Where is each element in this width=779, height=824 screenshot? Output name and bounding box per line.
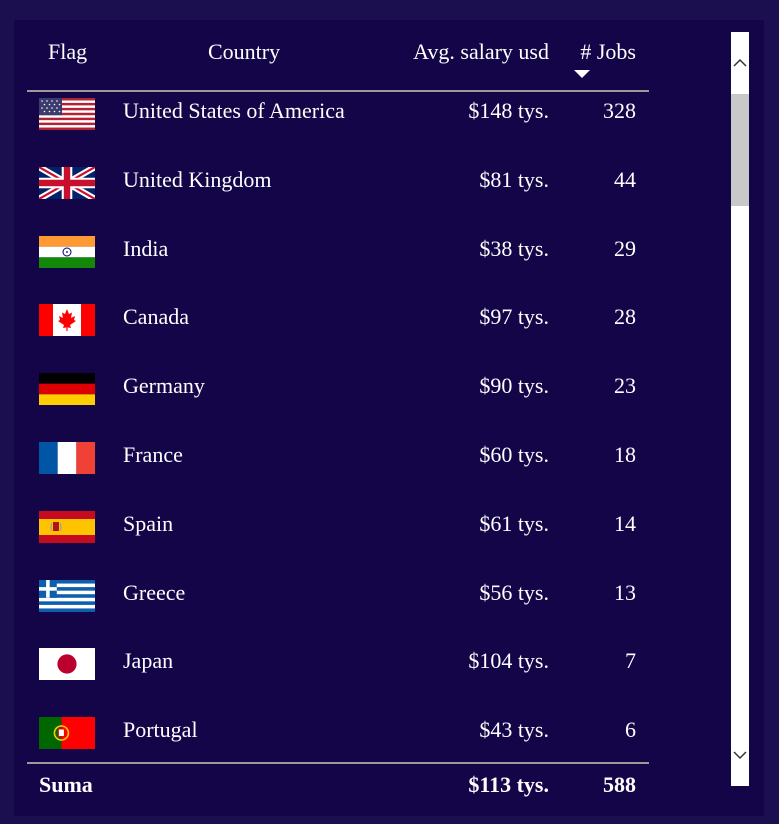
- column-header-country[interactable]: Country: [208, 39, 281, 64]
- cell-salary: $148 tys.: [468, 98, 549, 123]
- chevron-down-icon[interactable]: [731, 744, 749, 766]
- cell-jobs: 14: [614, 510, 636, 536]
- table-row[interactable]: India $38 tys. 29: [27, 230, 649, 299]
- table-total-row: Suma $113 tys. 588: [27, 762, 649, 808]
- total-salary: $113 tys.: [468, 772, 549, 797]
- cell-country: Portugal: [123, 717, 198, 743]
- table-row[interactable]: Portugal $43 tys. 6: [27, 711, 649, 780]
- cell-country: Greece: [123, 579, 186, 605]
- cell-jobs: 28: [614, 304, 636, 330]
- greece-flag-icon: [39, 579, 95, 612]
- total-jobs: 588: [603, 772, 636, 797]
- table-body: United States of America $148 tys. 328 U…: [27, 92, 649, 780]
- cell-salary: $43 tys.: [479, 717, 549, 743]
- cell-country: United Kingdom: [123, 166, 272, 192]
- chevron-up-icon[interactable]: [731, 52, 749, 74]
- cell-jobs: 29: [614, 235, 636, 261]
- table-row[interactable]: Japan $104 tys. 7: [27, 642, 649, 711]
- cell-country: Germany: [123, 373, 205, 399]
- cell-salary: $81 tys.: [479, 166, 549, 192]
- cell-salary: $104 tys.: [468, 648, 549, 674]
- cell-jobs: 13: [614, 579, 636, 605]
- column-header-salary[interactable]: Avg. salary usd: [413, 39, 549, 64]
- cell-country: India: [123, 235, 169, 261]
- japan-flag-icon: [39, 648, 95, 681]
- cell-country: Canada: [123, 304, 189, 330]
- cell-salary: $90 tys.: [479, 373, 549, 399]
- spain-flag-icon: [39, 510, 95, 543]
- scrollbar-thumb[interactable]: [731, 94, 749, 206]
- table-row[interactable]: United Kingdom $81 tys. 44: [27, 161, 649, 230]
- cell-country: United States of America: [123, 98, 345, 123]
- germany-flag-icon: [39, 373, 95, 406]
- cell-jobs: 44: [614, 166, 636, 192]
- cell-salary: $38 tys.: [479, 235, 549, 261]
- table-row[interactable]: Greece $56 tys. 13: [27, 574, 649, 643]
- cell-country: Japan: [123, 648, 174, 674]
- vertical-scrollbar[interactable]: [731, 32, 749, 786]
- france-flag-icon: [39, 441, 95, 474]
- us-flag-icon: [39, 98, 95, 130]
- table-row[interactable]: France $60 tys. 18: [27, 436, 649, 505]
- cell-salary: $60 tys.: [479, 441, 549, 467]
- canada-flag-icon: [39, 304, 95, 337]
- table-row[interactable]: Canada $97 tys. 28: [27, 298, 649, 367]
- uk-flag-icon: [39, 166, 95, 199]
- cell-salary: $97 tys.: [479, 304, 549, 330]
- cell-jobs: 18: [614, 441, 636, 467]
- table-row[interactable]: Germany $90 tys. 23: [27, 367, 649, 436]
- cell-salary: $56 tys.: [479, 579, 549, 605]
- total-label: Suma: [39, 772, 93, 797]
- column-header-flag[interactable]: Flag: [48, 39, 88, 64]
- cell-country: France: [123, 441, 183, 467]
- cell-country: Spain: [123, 510, 174, 536]
- table-header: Flag Country Avg. salary usd # Jobs: [27, 32, 649, 92]
- table-row[interactable]: United States of America $148 tys. 328: [27, 92, 649, 161]
- cell-jobs: 7: [625, 648, 636, 674]
- cell-jobs: 328: [603, 98, 636, 123]
- cell-jobs: 23: [614, 373, 636, 399]
- jobs-table: Flag Country Avg. salary usd # Jobs: [27, 32, 649, 780]
- table-visual: [14, 20, 764, 816]
- cell-salary: $61 tys.: [479, 510, 549, 536]
- india-flag-icon: [39, 235, 95, 268]
- column-header-jobs[interactable]: # Jobs: [580, 39, 636, 64]
- table-row[interactable]: Spain $61 tys. 14: [27, 505, 649, 574]
- portugal-flag-icon: [39, 717, 95, 750]
- sort-descending-icon[interactable]: [574, 70, 590, 78]
- cell-jobs: 6: [625, 717, 636, 743]
